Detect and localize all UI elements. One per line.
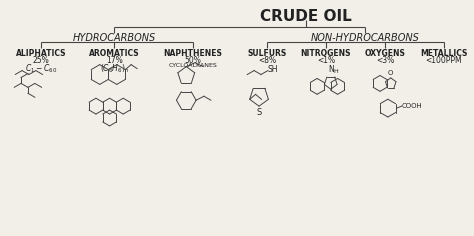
Text: O: O: [388, 70, 393, 76]
Text: <100PPM: <100PPM: [426, 56, 462, 65]
Text: NON-HYDROCARBONS: NON-HYDROCARBONS: [311, 33, 419, 43]
Text: S: S: [256, 108, 262, 117]
Text: <1%: <1%: [317, 56, 335, 65]
Text: NAPHTHENES: NAPHTHENES: [164, 49, 223, 58]
Text: $(C_6H_6)_n$: $(C_6H_6)_n$: [100, 63, 129, 75]
Text: CYCLOALKANES: CYCLOALKANES: [169, 63, 218, 68]
Text: METALLICS: METALLICS: [420, 49, 468, 58]
Text: <8%: <8%: [258, 56, 276, 65]
Text: 25%: 25%: [32, 56, 49, 65]
Text: CRUDE OIL: CRUDE OIL: [260, 9, 352, 24]
Text: N: N: [328, 65, 334, 74]
Text: NITROGENS: NITROGENS: [301, 49, 351, 58]
Text: <3%: <3%: [376, 56, 394, 65]
Text: COOH: COOH: [401, 103, 422, 109]
Text: OXYGENS: OXYGENS: [365, 49, 405, 58]
Text: AROMATICS: AROMATICS: [89, 49, 140, 58]
Text: 17%: 17%: [106, 56, 123, 65]
Text: H: H: [333, 69, 338, 74]
Text: $C_1 - C_{60}$: $C_1 - C_{60}$: [25, 63, 57, 75]
Text: SULFURS: SULFURS: [247, 49, 287, 58]
Text: SH: SH: [268, 65, 278, 74]
Text: HYDROCARBONS: HYDROCARBONS: [73, 33, 156, 43]
Text: ALIPHATICS: ALIPHATICS: [16, 49, 66, 58]
Text: 50%: 50%: [185, 56, 201, 65]
